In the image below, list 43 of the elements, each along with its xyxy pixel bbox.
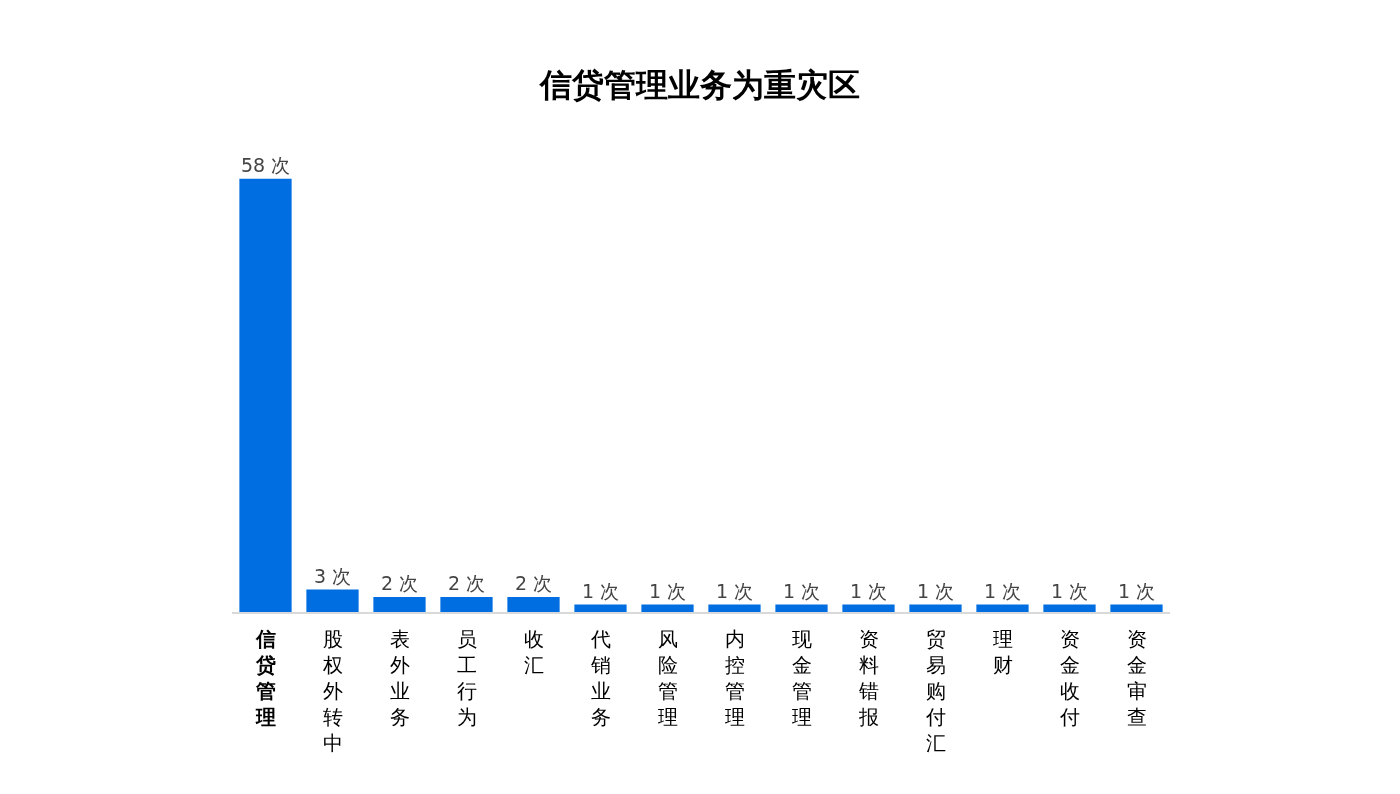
bar (775, 604, 828, 612)
x-tick-label: 资料错报 (857, 627, 879, 729)
data-label: 1 次 (782, 579, 821, 602)
data-label: 1 次 (1117, 579, 1156, 602)
data-label: 3 次 (313, 564, 352, 587)
bar (507, 597, 560, 612)
data-label: 1 次 (849, 579, 888, 602)
bar (976, 604, 1029, 612)
x-tick-label: 内控管理 (724, 627, 745, 729)
data-label: 1 次 (581, 579, 620, 602)
x-tick-label: 表外业务 (389, 627, 410, 729)
x-tick-label: 收汇 (523, 627, 544, 677)
x-tick-label: 员工行为 (456, 627, 477, 729)
x-tick-label: 股权外转中 (321, 627, 343, 755)
bar (909, 604, 962, 612)
bar (1043, 604, 1096, 612)
data-label: 2 次 (447, 572, 486, 595)
x-tick-label: 信贷管理 (254, 627, 276, 729)
data-label: 2 次 (380, 572, 419, 595)
data-label: 1 次 (648, 579, 687, 602)
bar (842, 604, 895, 612)
x-tick-label: 贸易购付汇 (924, 627, 946, 755)
x-tick-label: 资金审查 (1126, 627, 1147, 729)
bar (440, 597, 493, 612)
bar (574, 604, 627, 612)
bar (1110, 604, 1163, 612)
x-tick-label: 资金收付 (1058, 627, 1080, 729)
data-label: 1 次 (1050, 579, 1089, 602)
data-label: 1 次 (715, 579, 754, 602)
chart-title: 信贷管理业务为重灾区 (538, 66, 860, 105)
data-label: 58 次 (240, 153, 291, 176)
x-tick-label: 现金管理 (791, 627, 812, 729)
bar (641, 604, 694, 612)
data-label: 1 次 (983, 579, 1022, 602)
bar (708, 604, 761, 612)
bar (239, 178, 292, 612)
x-tick-label: 理财 (992, 627, 1013, 677)
data-label: 1 次 (916, 579, 955, 602)
data-label: 2 次 (514, 572, 553, 595)
x-tick-label: 风险管理 (657, 627, 678, 729)
x-tick-label: 代销业务 (589, 627, 611, 729)
bar (373, 597, 426, 612)
bar (306, 589, 359, 612)
